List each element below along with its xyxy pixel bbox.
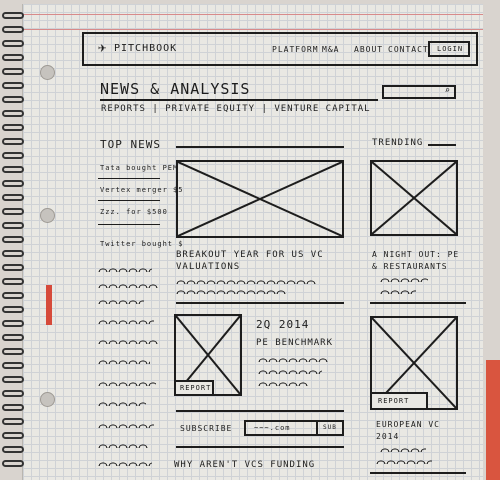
scribble-line — [380, 448, 426, 452]
breadcrumb: REPORTS | PRIVATE EQUITY | VENTURE CAPIT… — [101, 104, 371, 114]
title-underline — [100, 99, 378, 101]
trending-title-cont[interactable]: & RESTAURANTS — [372, 262, 448, 271]
report-badge: REPORT — [370, 392, 428, 410]
scribble-line — [98, 402, 146, 406]
punch-hole — [40, 208, 55, 223]
article-title-cont[interactable]: VALUATIONS — [176, 262, 241, 272]
divider — [98, 178, 160, 179]
scribble-line — [98, 360, 150, 364]
section-rule — [176, 446, 344, 448]
subscribe-email-input[interactable]: ~~~.com SUB — [244, 420, 344, 436]
spiral-binding — [0, 0, 26, 480]
logo-text[interactable]: PITCHBOOK — [114, 43, 178, 54]
scribble-line — [176, 280, 316, 284]
scribble-line — [98, 444, 148, 448]
top-news-item[interactable]: Twitter bought $ — [100, 240, 184, 248]
report-thumbnail[interactable]: REPORT — [174, 314, 242, 396]
scribble-line — [258, 370, 322, 374]
nav-platform[interactable]: PLATFORM — [272, 45, 319, 54]
top-news-item[interactable]: Tata bought PEM — [100, 164, 179, 172]
scribble-line — [98, 424, 154, 428]
trending-title[interactable]: A NIGHT OUT: PE — [372, 250, 460, 259]
login-label: LOGIN — [437, 45, 464, 53]
scribble-line — [98, 268, 152, 272]
punch-hole — [40, 65, 55, 80]
subnav-reports[interactable]: REPORTS — [101, 104, 146, 114]
divider — [98, 224, 160, 225]
scribble-line — [258, 358, 328, 362]
top-news-item[interactable]: Vertex merger $5 — [100, 186, 184, 194]
benchmark-title[interactable]: PE BENCHMARK — [256, 338, 334, 348]
section-rule — [176, 410, 344, 412]
section-rule — [370, 472, 466, 474]
subscribe-button[interactable]: SUB — [316, 420, 344, 436]
trending-report-thumbnail[interactable]: REPORT — [370, 316, 458, 410]
nav-about[interactable]: ABOUT — [354, 45, 384, 54]
trending-title[interactable]: EUROPEAN VC — [376, 420, 440, 429]
article-title[interactable]: BREAKOUT YEAR FOR US VC — [176, 250, 324, 260]
top-news-item[interactable]: Zzz. for $500 — [100, 208, 168, 216]
trending-title-cont[interactable]: 2014 — [376, 432, 400, 441]
article-title[interactable]: WHY AREN'T VCS FUNDING — [174, 460, 316, 470]
nav-contact[interactable]: CONTACT — [388, 45, 429, 54]
scribble-line — [98, 320, 154, 324]
report-badge: REPORT — [174, 380, 214, 396]
search-icon: ⌕ — [444, 86, 451, 96]
subnav-separator: | — [261, 104, 268, 114]
login-button[interactable]: LOGIN — [428, 41, 470, 57]
subnav-private-equity[interactable]: PRIVATE EQUITY — [165, 104, 256, 114]
scribble-line — [380, 290, 416, 294]
margin-line-top — [23, 14, 483, 15]
trending-heading: TRENDING — [372, 138, 424, 148]
trending-image-placeholder[interactable] — [370, 160, 458, 236]
nav-ma[interactable]: M&A — [322, 45, 340, 54]
search-input[interactable]: ⌕ — [382, 85, 456, 99]
scribble-line — [176, 290, 286, 294]
red-label — [46, 285, 52, 325]
scribble-line — [258, 382, 308, 386]
divider — [98, 200, 160, 201]
section-rule — [370, 302, 466, 304]
scribble-line — [98, 284, 158, 288]
benchmark-period: 2Q 2014 — [256, 318, 310, 331]
subscribe-label: SUBSCRIBE — [180, 424, 233, 433]
margin-line-2 — [23, 29, 483, 30]
section-rule — [176, 146, 344, 148]
placeholder-cross-icon — [372, 162, 456, 234]
red-folder-corner — [486, 360, 500, 480]
scribble-line — [98, 300, 144, 304]
punch-hole — [40, 392, 55, 407]
scribble-line — [376, 460, 432, 464]
placeholder-cross-icon — [178, 162, 342, 236]
scribble-line — [98, 340, 158, 344]
scribble-line — [380, 278, 428, 282]
scribble-line — [98, 462, 152, 466]
logo-icon: ✈ — [98, 40, 108, 56]
site-header: ✈ PITCHBOOK PLATFORM M&A ABOUT CONTACT L… — [82, 32, 478, 66]
subnav-venture-capital[interactable]: VENTURE CAPITAL — [274, 104, 371, 114]
subnav-separator: | — [152, 104, 159, 114]
page-title: NEWS & ANALYSIS — [100, 80, 251, 98]
section-rule — [176, 302, 344, 304]
notebook-page — [22, 4, 483, 480]
section-rule — [428, 144, 456, 146]
image-placeholder[interactable] — [176, 160, 344, 238]
top-news-heading: TOP NEWS — [100, 138, 161, 151]
email-value: ~~~.com — [254, 424, 291, 432]
scribble-line — [98, 382, 156, 386]
